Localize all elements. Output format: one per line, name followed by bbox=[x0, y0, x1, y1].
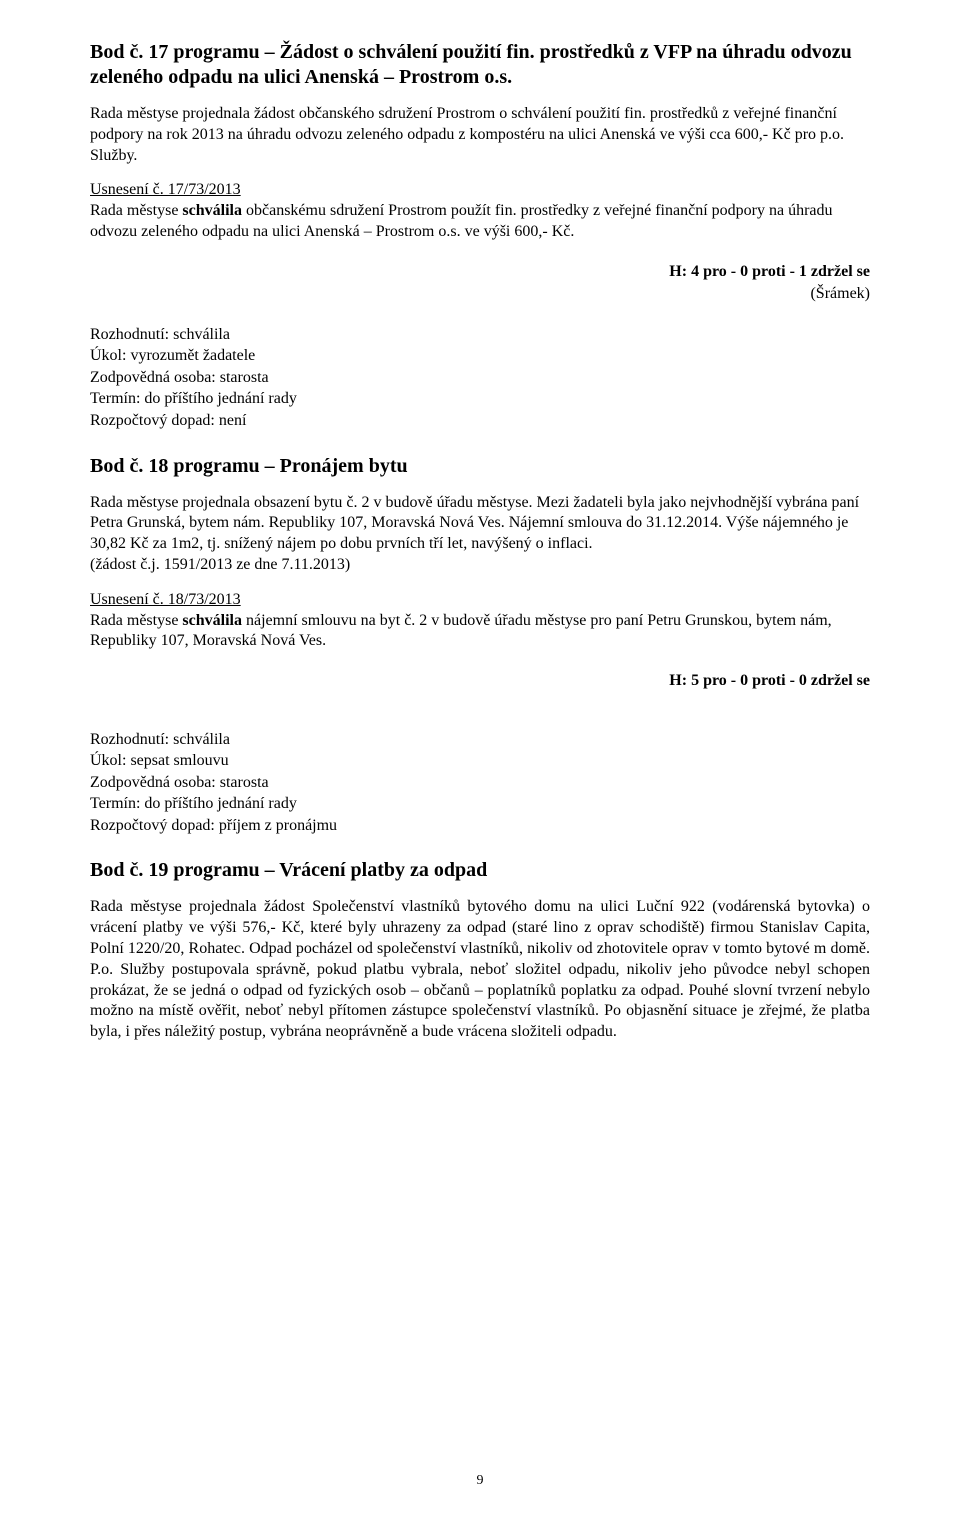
bod17-vote-sub: (Šrámek) bbox=[90, 283, 870, 305]
bod18-usneseni-bold: schválila bbox=[182, 612, 242, 629]
bod18-vote-block: H: 5 pro - 0 proti - 0 zdržel se bbox=[90, 670, 870, 692]
bod18-meta-rozp: Rozpočtový dopad: příjem z pronájmu bbox=[90, 815, 870, 837]
bod18-para-text: Rada městyse projednala obsazení bytu č.… bbox=[90, 494, 859, 553]
bod17-usneseni-bold: schválila bbox=[182, 202, 242, 219]
bod17-paragraph: Rada městyse projednala žádost občanskéh… bbox=[90, 104, 870, 166]
bod18-meta-rozhodnuti: Rozhodnutí: schválila bbox=[90, 729, 870, 751]
bod17-usneseni-label: Usnesení č. 17/73/2013 bbox=[90, 181, 241, 198]
bod18-meta-termin: Termín: do příštího jednání rady bbox=[90, 793, 870, 815]
bod19-title: Bod č. 19 programu – Vrácení platby za o… bbox=[90, 858, 870, 883]
page-number: 9 bbox=[0, 1473, 960, 1489]
bod18-usneseni-pre: Rada městyse bbox=[90, 612, 182, 629]
bod17-meta-ukol: Úkol: vyrozumět žadatele bbox=[90, 345, 870, 367]
bod19-paragraph: Rada městyse projednala žádost Společens… bbox=[90, 897, 870, 1043]
bod18-paragraph: Rada městyse projednala obsazení bytu č.… bbox=[90, 493, 870, 576]
bod17-meta-rozp: Rozpočtový dopad: není bbox=[90, 410, 870, 432]
bod18-meta-zodp: Zodpovědná osoba: starosta bbox=[90, 772, 870, 794]
bod18-meta: Rozhodnutí: schválila Úkol: sepsat smlou… bbox=[90, 729, 870, 837]
bod18-vote: H: 5 pro - 0 proti - 0 zdržel se bbox=[90, 670, 870, 692]
bod18-title: Bod č. 18 programu – Pronájem bytu bbox=[90, 454, 870, 479]
bod17-usneseni: Usnesení č. 17/73/2013 Rada městyse schv… bbox=[90, 180, 870, 242]
bod18-meta-ukol: Úkol: sepsat smlouvu bbox=[90, 750, 870, 772]
bod18-para-ref: (žádost č.j. 1591/2013 ze dne 7.11.2013) bbox=[90, 556, 350, 573]
bod18-usneseni: Usnesení č. 18/73/2013 Rada městyse schv… bbox=[90, 590, 870, 652]
bod17-meta-rozhodnuti: Rozhodnutí: schválila bbox=[90, 324, 870, 346]
bod17-meta-termin: Termín: do příštího jednání rady bbox=[90, 388, 870, 410]
document-page: Bod č. 17 programu – Žádost o schválení … bbox=[0, 0, 960, 1517]
bod17-meta-zodp: Zodpovědná osoba: starosta bbox=[90, 367, 870, 389]
bod17-meta: Rozhodnutí: schválila Úkol: vyrozumět ža… bbox=[90, 324, 870, 432]
bod17-vote-block: H: 4 pro - 0 proti - 1 zdržel se (Šrámek… bbox=[90, 261, 870, 306]
bod18-usneseni-label: Usnesení č. 18/73/2013 bbox=[90, 591, 241, 608]
bod17-usneseni-pre: Rada městyse bbox=[90, 202, 182, 219]
bod17-vote: H: 4 pro - 0 proti - 1 zdržel se bbox=[90, 261, 870, 283]
bod17-title: Bod č. 17 programu – Žádost o schválení … bbox=[90, 40, 870, 90]
